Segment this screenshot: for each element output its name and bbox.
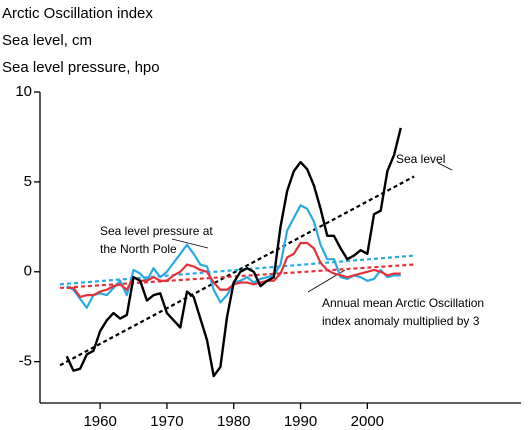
x-tick-label: 1970	[150, 413, 183, 430]
y-tick-label: 10	[15, 83, 32, 100]
y-tick-label: 0	[24, 263, 32, 280]
x-tick-label: 1990	[284, 413, 317, 430]
leader-line	[171, 238, 209, 249]
y-tick-label: 5	[24, 173, 32, 190]
y-tick-label: -5	[19, 353, 32, 370]
chart-title: Sea level, cm	[2, 32, 92, 49]
trend-line	[59, 254, 415, 286]
leader-line	[437, 162, 453, 171]
annotation: Sea level	[396, 152, 445, 166]
chart-title: Arctic Oscillation index	[2, 5, 153, 22]
chart-title: Sea level pressure, hpo	[2, 59, 160, 76]
x-tick-label: 2000	[351, 413, 384, 430]
x-tick-label: 1980	[217, 413, 250, 430]
series-line	[65, 127, 402, 378]
x-tick-label: 1960	[83, 413, 116, 430]
annotation: Sea level pressure at	[100, 224, 213, 238]
annotation: Annual mean Arctic Oscillation	[322, 296, 484, 310]
trend-line	[59, 175, 415, 367]
annotation: the North Pole	[100, 242, 177, 256]
annotation: index anomaly multiplied by 3	[322, 314, 480, 328]
